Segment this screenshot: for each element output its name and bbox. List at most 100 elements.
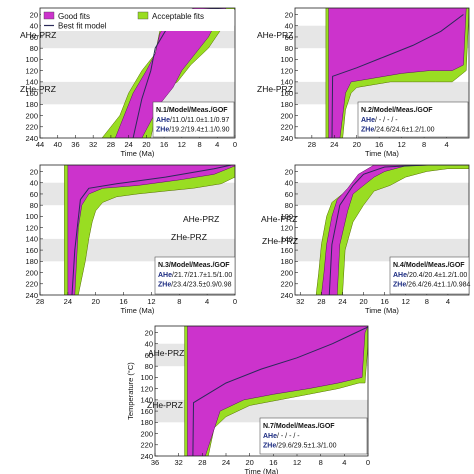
y-tick-label: 40	[285, 22, 293, 31]
stats-row: ZHe/19.2/19.4±1.1/0.90	[156, 127, 230, 134]
y-tick-label: 180	[25, 100, 38, 109]
y-tick-label: 40	[30, 179, 38, 188]
legend: Good fits Acceptable fits Best fit model	[41, 9, 234, 31]
x-tick-label: 20	[92, 297, 100, 306]
y-tick-label: 40	[145, 340, 153, 349]
x-tick-label: 40	[54, 140, 62, 149]
stats-row: AHe/11.0/11.0±1.1/0.97	[156, 117, 229, 124]
y-tick-label: 180	[25, 257, 38, 266]
x-tick-label: 4	[444, 140, 448, 149]
x-axis-label: Time (Ma)	[365, 149, 399, 158]
y-tick-label: 200	[25, 268, 38, 277]
y-tick-label: 220	[280, 280, 293, 289]
x-tick-label: 12	[397, 140, 405, 149]
y-tick-label: 200	[25, 111, 38, 120]
y-tick-label: 220	[25, 280, 38, 289]
x-tick-label: 32	[89, 140, 97, 149]
y-tick-label: 60	[30, 33, 38, 42]
x-tick-label: 28	[36, 297, 44, 306]
y-tick-label: 20	[285, 167, 293, 176]
zhe-prz-label: ZHe-PRZ	[147, 400, 183, 410]
stats-row: ZHe/23.4/23.5±0.9/0.98	[158, 282, 232, 289]
y-tick-label: 220	[140, 441, 153, 450]
y-tick-label: 180	[140, 418, 153, 427]
x-tick-label: 20	[142, 140, 150, 149]
panel-n2: 20 40 60 80 100 120 140 160 180 200 220 240 28 24 20 16…	[257, 7, 470, 158]
x-tick-label: 0	[233, 297, 237, 306]
x-tick-label: 8	[177, 297, 181, 306]
x-tick-label: 12	[178, 140, 186, 149]
stats-title: N.3/Model/Meas./GOF	[158, 262, 230, 269]
y-tick-label: 200	[140, 429, 153, 438]
y-tick-label: 240	[280, 134, 293, 143]
y-tick-label: 160	[25, 89, 38, 98]
y-tick-label: 160	[25, 246, 38, 255]
y-tick-label: 140	[280, 78, 293, 87]
x-axis-label: Time (Ma)	[245, 467, 279, 474]
y-tick-label: 20	[145, 328, 153, 337]
ahe-prz-label: AHe-PRZ	[257, 30, 293, 40]
x-tick-label: 24	[338, 297, 346, 306]
y-tick-label: 240	[25, 134, 38, 143]
x-tick-label: 28	[317, 297, 325, 306]
stats-title: N.2/Model/Meas./GOF	[361, 107, 433, 114]
stats-box	[154, 256, 236, 295]
y-tick-label: 40	[30, 22, 38, 31]
y-tick-label: 220	[280, 123, 293, 132]
plot-frame	[39, 7, 236, 139]
y-tick-label: 160	[280, 89, 293, 98]
x-tick-label: 12	[402, 297, 410, 306]
x-tick-label: 36	[71, 140, 79, 149]
best-fit-path	[331, 14, 464, 138]
good-fits-envelope	[321, 165, 469, 295]
y-tick-label: 60	[285, 33, 293, 42]
y-tick-label: 140	[25, 78, 38, 87]
ahe-prz-label: AHe-PRZ	[20, 30, 56, 40]
y-tick-label: 100	[280, 212, 293, 221]
y-tick-label: 200	[280, 268, 293, 277]
best-fit-path	[71, 165, 232, 295]
y-tick-label: 100	[280, 55, 293, 64]
stats-row: AHe/20.4/20.4±1.2/1.00	[393, 272, 467, 279]
y-tick-label: 100	[140, 373, 153, 382]
x-tick-label: 16	[269, 458, 277, 467]
y-tick-label: 40	[285, 179, 293, 188]
stats-row: ZHe/24.6/24.6±1.2/1.00	[361, 127, 435, 134]
y-tick-label: 160	[140, 407, 153, 416]
good-fits-envelope	[328, 8, 469, 138]
y-tick-label: 20	[30, 167, 38, 176]
stats-box	[152, 101, 235, 138]
ahe-prz-label: AHe-PRZ	[148, 348, 184, 358]
y-tick-label: 140	[280, 235, 293, 244]
x-tick-label: 28	[198, 458, 206, 467]
y-tick-label: 120	[280, 223, 293, 232]
legend-good-label: Good fits	[58, 12, 90, 21]
x-tick-label: 20	[245, 458, 253, 467]
stats-row: AHe/21.7/21.7±1.5/1.00	[158, 272, 232, 279]
y-axis-label: Temperature (°C)	[126, 362, 135, 420]
x-tick-label: 32	[174, 458, 182, 467]
x-tick-label: 4	[342, 458, 346, 467]
x-tick-label: 20	[359, 297, 367, 306]
stats-box	[357, 101, 469, 138]
x-tick-label: 28	[308, 140, 316, 149]
y-tick-label: 140	[140, 396, 153, 405]
x-tick-label: 4	[446, 297, 450, 306]
y-tick-label: 100	[25, 55, 38, 64]
x-tick-label: 4	[215, 140, 219, 149]
x-tick-label: 16	[119, 297, 127, 306]
x-tick-label: 16	[380, 297, 388, 306]
y-tick-label: 240	[280, 291, 293, 300]
zhe-prz-label: ZHe-PRZ	[262, 236, 298, 246]
y-tick-label: 80	[285, 201, 293, 210]
zhe-prz-label: ZHe-PRZ	[257, 84, 293, 94]
stats-row: ZHe/29.6/29.5±1.3/1.00	[263, 443, 337, 450]
y-tick-label: 100	[25, 212, 38, 221]
y-tick-label: 120	[280, 66, 293, 75]
stats-row: ZHe/26.4/26.4±1.1/0.984	[393, 282, 471, 289]
good-fits-envelope	[67, 165, 235, 295]
stats-title: N.4/Model/Meas./GOF	[393, 262, 465, 269]
x-tick-label: 24	[64, 297, 72, 306]
